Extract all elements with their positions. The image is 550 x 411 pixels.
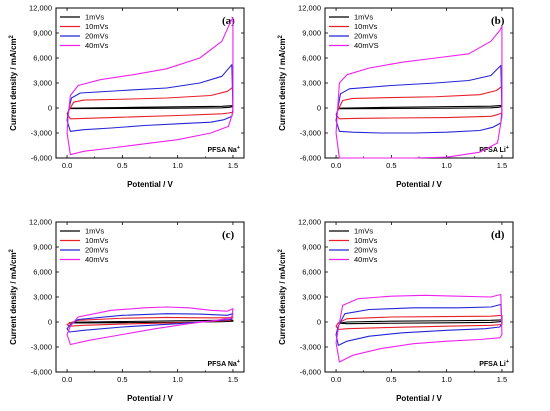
x-tick-label: 1.5 [228,375,238,384]
sample-label: PFSA Na+ [207,145,240,154]
y-tick-label: 9,000 [33,29,52,38]
y-tick-label: 9,000 [302,29,321,38]
y-tick-label: 9,000 [33,243,52,252]
legend-label: 10mVs [354,22,378,31]
x-tick-label: 1.5 [497,375,507,384]
cv-panel-2: -6,000 -3,000 0 3,000 6,000 9,000 12,000 0.0 0.5… [278,4,514,189]
cv-panel-4: -6,000 -3,000 0 3,000 6,000 9,000 12,000 0.0 0.5… [278,218,514,403]
y-tick-label: 12,000 [29,218,52,227]
x-tick-label: 0.5 [386,375,396,384]
series-curve-40mVs [335,293,503,363]
legend-label: 40mVs [85,41,109,50]
legend-label: 40mVs [85,255,109,264]
x-tick-label: 1.5 [497,161,507,170]
series-curve-40mVS [335,25,503,159]
y-tick-label: -3,000 [31,129,52,138]
y-tick-label: 6,000 [302,54,321,63]
panel-letter: (d) [491,229,505,241]
y-tick-label: 12,000 [298,4,321,13]
cv-panel-3: -6,000 -3,000 0 3,000 6,000 9,000 12,000 0.0 0.5… [9,218,245,403]
x-tick-label: 0.0 [331,161,341,170]
y-tick-label: 12,000 [298,218,321,227]
y-tick-label: 12,000 [29,4,52,13]
y-tick-label: 6,000 [33,268,52,277]
panel-letter: (b) [491,15,505,27]
legend-label: 1mVs [85,227,104,236]
sample-label: PFSA Li+ [479,359,509,368]
series-curve-10mVs [66,316,234,327]
y-axis-label: Current density / mA/cm2 [278,248,287,344]
legend-label: 20mVs [85,32,109,41]
y-tick-label: 3,000 [33,79,52,88]
series-curve-20mVs [66,313,234,333]
y-tick-label: -3,000 [300,343,321,352]
x-tick-label: 1.0 [172,161,182,170]
y-axis-label: Current density / mA/cm2 [9,248,18,344]
y-tick-label: 3,000 [302,293,321,302]
x-tick-label: 1.0 [441,375,451,384]
legend-label: 20mVs [354,246,378,255]
series-curve-40mVs [66,17,234,156]
series-curve-1mVs [68,319,234,324]
y-tick-label: 6,000 [33,54,52,63]
legend-label: 10mVs [85,22,109,31]
legend-label: 1mVs [85,13,104,22]
x-axis-label: Potential / V [127,394,173,403]
series-curve-40mVs [66,306,234,346]
y-tick-label: -6,000 [300,368,321,377]
y-tick-label: 0 [317,104,321,113]
x-axis-label: Potential / V [396,180,442,189]
x-axis-label: Potential / V [396,394,442,403]
legend-label: 40mVS [354,41,379,50]
legend-label: 20mVs [85,246,109,255]
series-curve-1mVs [68,105,234,110]
legend-label: 20mVs [354,32,378,41]
y-tick-label: 6,000 [302,268,321,277]
legend-label: 10mVs [85,236,109,245]
y-tick-label: 9,000 [302,243,321,252]
sample-label: PFSA Li+ [479,145,509,154]
sample-label: PFSA Na+ [207,359,240,368]
x-tick-label: 0.5 [117,161,127,170]
y-tick-label: 3,000 [302,79,321,88]
series-curve-1mVs [337,104,503,110]
series-curve-20mVs [335,64,503,134]
x-tick-label: 0.0 [62,161,72,170]
x-tick-label: 0.0 [62,375,72,384]
y-tick-label: -6,000 [300,154,321,163]
x-tick-label: 1.0 [441,161,451,170]
legend-label: 40mVs [354,255,378,264]
legend-label: 1mVs [354,227,373,236]
x-tick-label: 1.0 [172,375,182,384]
x-tick-label: 0.5 [386,161,396,170]
panel-letter: (a) [222,15,235,27]
series-curve-10mVs [335,85,503,120]
y-axis-label: Current density / mA/cm2 [9,34,18,130]
legend-label: 1mVs [354,13,373,22]
series-curve-1mVs [337,319,503,325]
y-tick-label: 0 [48,104,52,113]
y-tick-label: -6,000 [31,368,52,377]
legend-label: 10mVs [354,236,378,245]
y-axis-label: Current density / mA/cm2 [278,34,287,130]
y-tick-label: -3,000 [31,343,52,352]
cv-panel-1: -6,000 -3,000 0 3,000 6,000 9,000 12,000 0.0 0.5… [9,4,245,189]
panel-letter: (c) [222,229,235,241]
y-tick-label: 0 [48,318,52,327]
x-tick-label: 0.5 [117,375,127,384]
y-tick-label: 0 [317,318,321,327]
y-tick-label: -3,000 [300,129,321,138]
x-tick-label: 0.0 [331,375,341,384]
y-tick-label: 3,000 [33,293,52,302]
x-axis-label: Potential / V [127,180,173,189]
y-tick-label: -6,000 [31,154,52,163]
x-tick-label: 1.5 [228,161,238,170]
